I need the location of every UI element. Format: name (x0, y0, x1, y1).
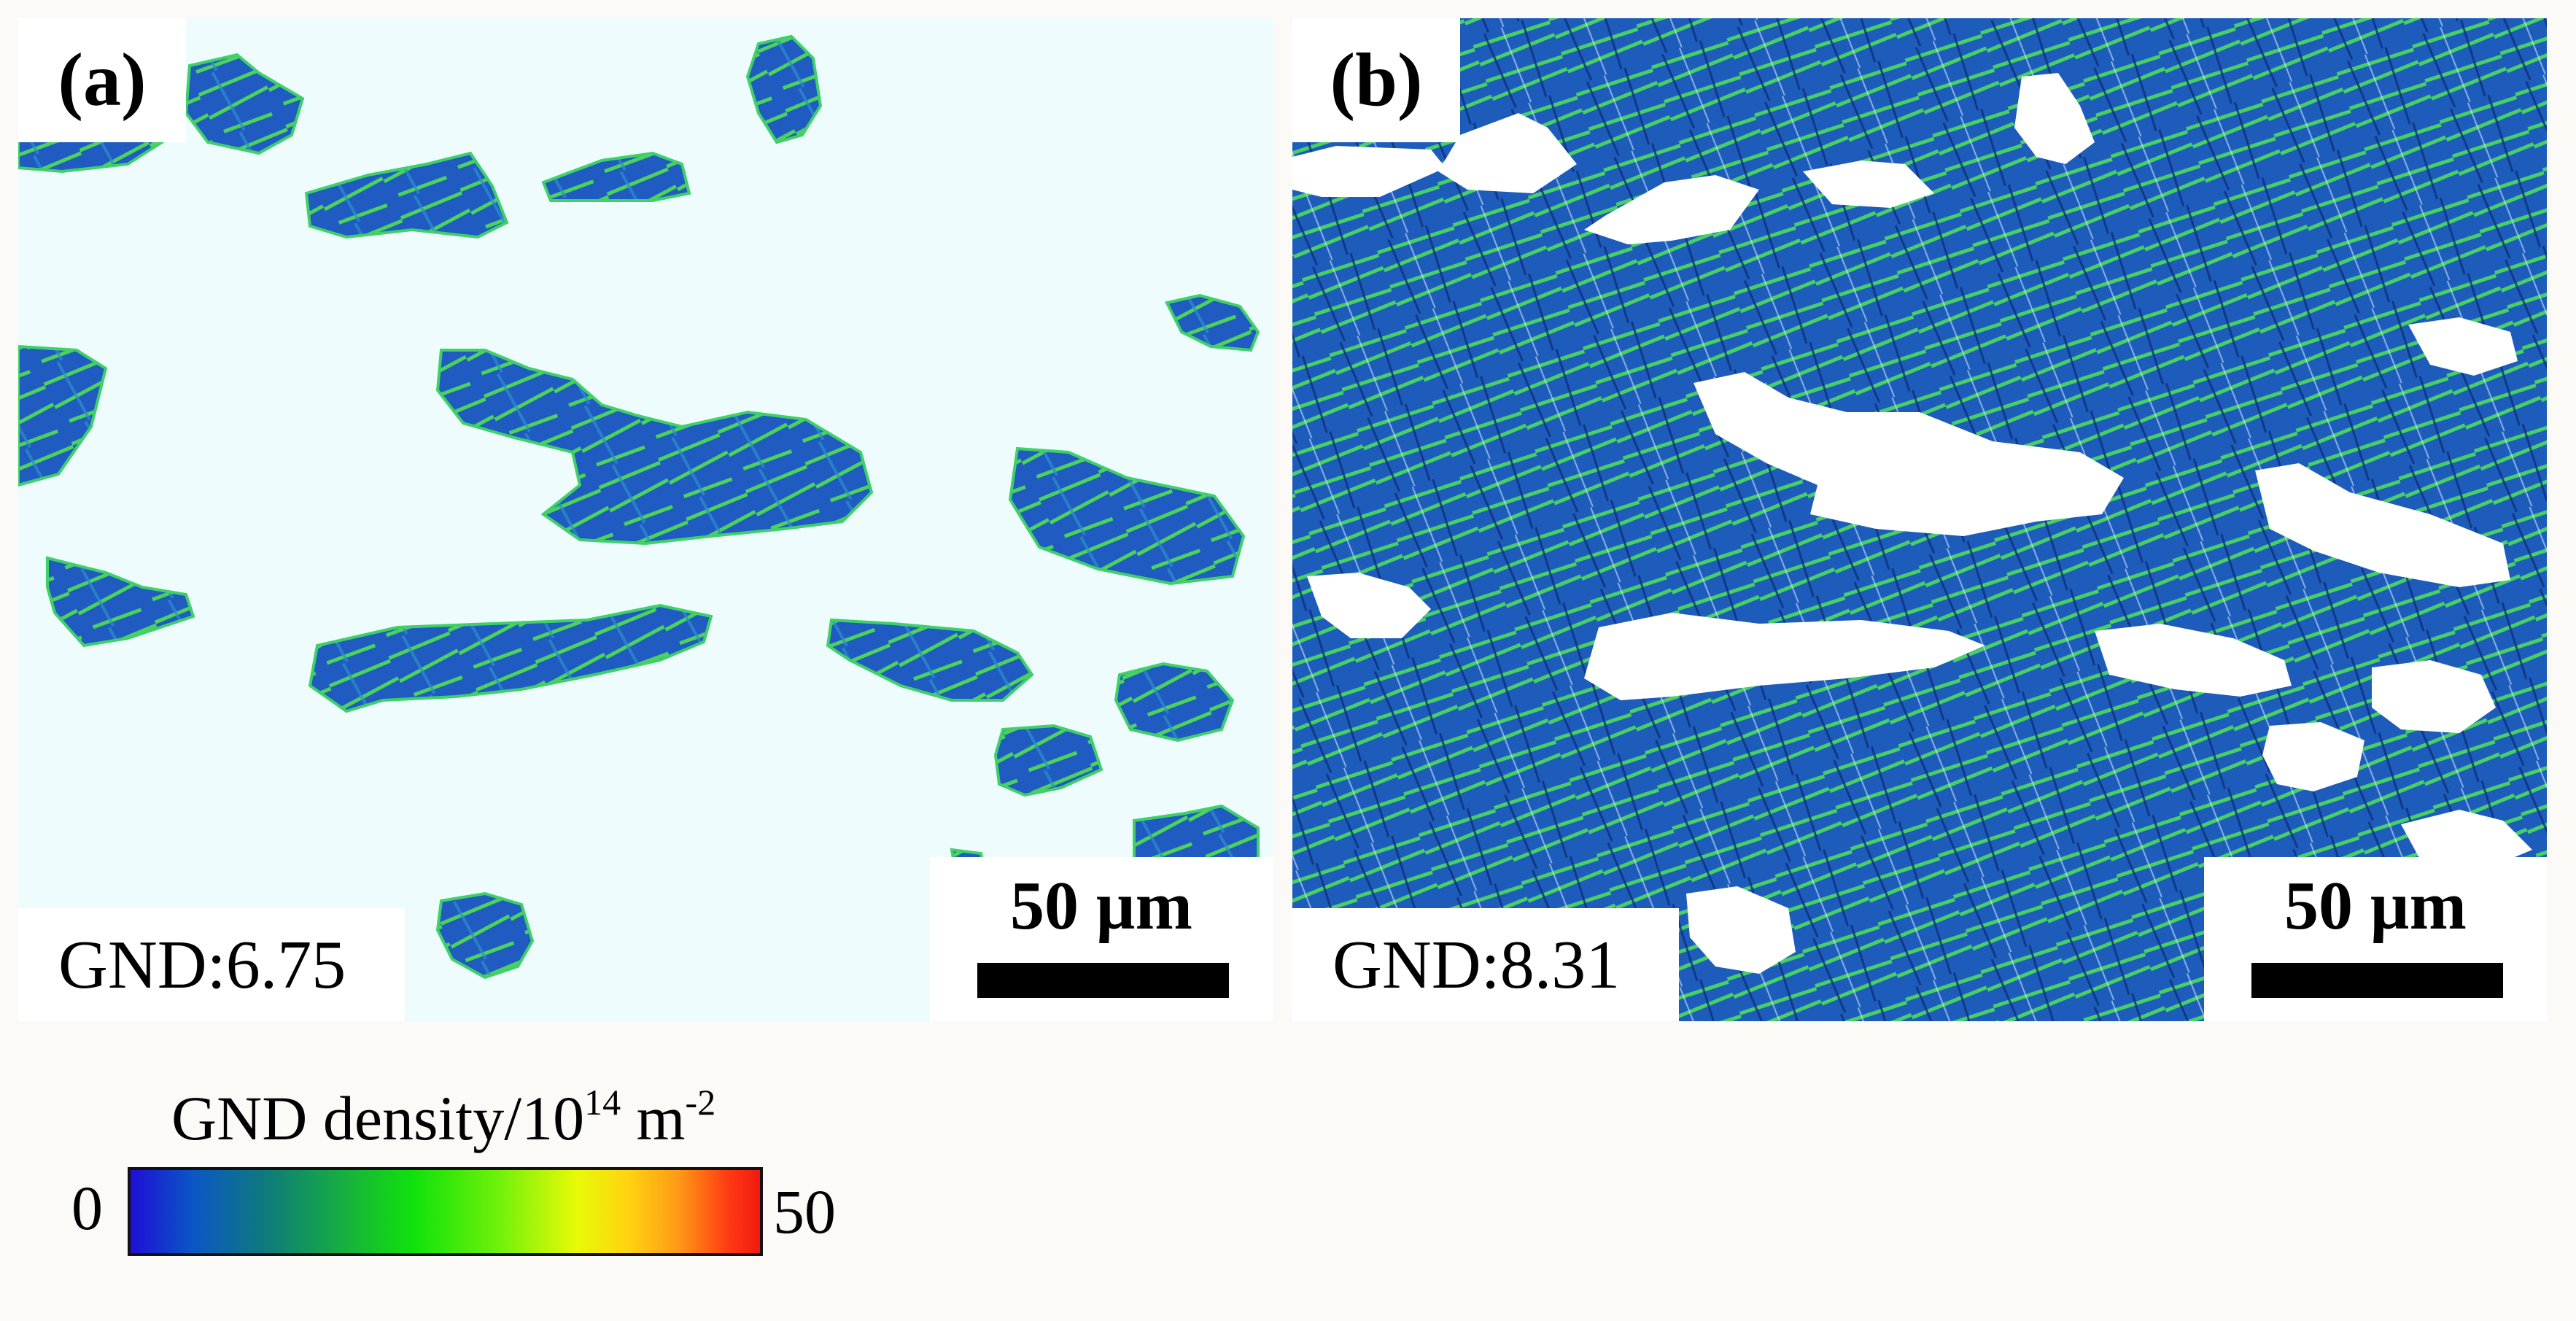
legend-title-unit: m (621, 1083, 686, 1153)
panel-a-gnd-value: GND:6.75 (18, 908, 405, 1021)
panel-b-grain-map (1292, 18, 2547, 1021)
panel-a-scale-bar: 50 µm (930, 857, 1273, 1021)
panel-a-label: (a) (18, 18, 186, 142)
legend-title-exponent: 14 (584, 1082, 621, 1123)
voids-b (1292, 73, 2532, 974)
panel-a-scale-text: 50 µm (1010, 868, 1192, 944)
panel-b-gnd-map: (b) GND:8.31 50 µm (1292, 18, 2547, 1021)
panel-a-scale-bar-line (977, 963, 1229, 998)
legend-title-text: GND density/10 (171, 1083, 585, 1153)
panel-a-grain-map (18, 34, 1260, 980)
panel-b-scale-bar: 50 µm (2204, 857, 2547, 1021)
legend-min-label: 0 (71, 1173, 103, 1243)
panel-b-scale-text: 50 µm (2284, 868, 2467, 944)
panel-b-gnd-value: GND:8.31 (1292, 908, 1679, 1021)
panel-a-gnd-map: (a) GND:6.75 50 µm (18, 18, 1273, 1021)
color-legend: GND density/1014 m-2 0 50 (0, 1021, 1021, 1321)
panel-b-label: (b) (1292, 18, 1460, 142)
grains-a (18, 34, 1260, 980)
legend-title-unit-exponent: -2 (685, 1082, 716, 1123)
legend-title: GND density/1014 m-2 (171, 1084, 715, 1150)
panel-b-scale-bar-line (2251, 963, 2503, 998)
legend-max-label: 50 (773, 1177, 836, 1247)
legend-colorbar (128, 1167, 763, 1256)
